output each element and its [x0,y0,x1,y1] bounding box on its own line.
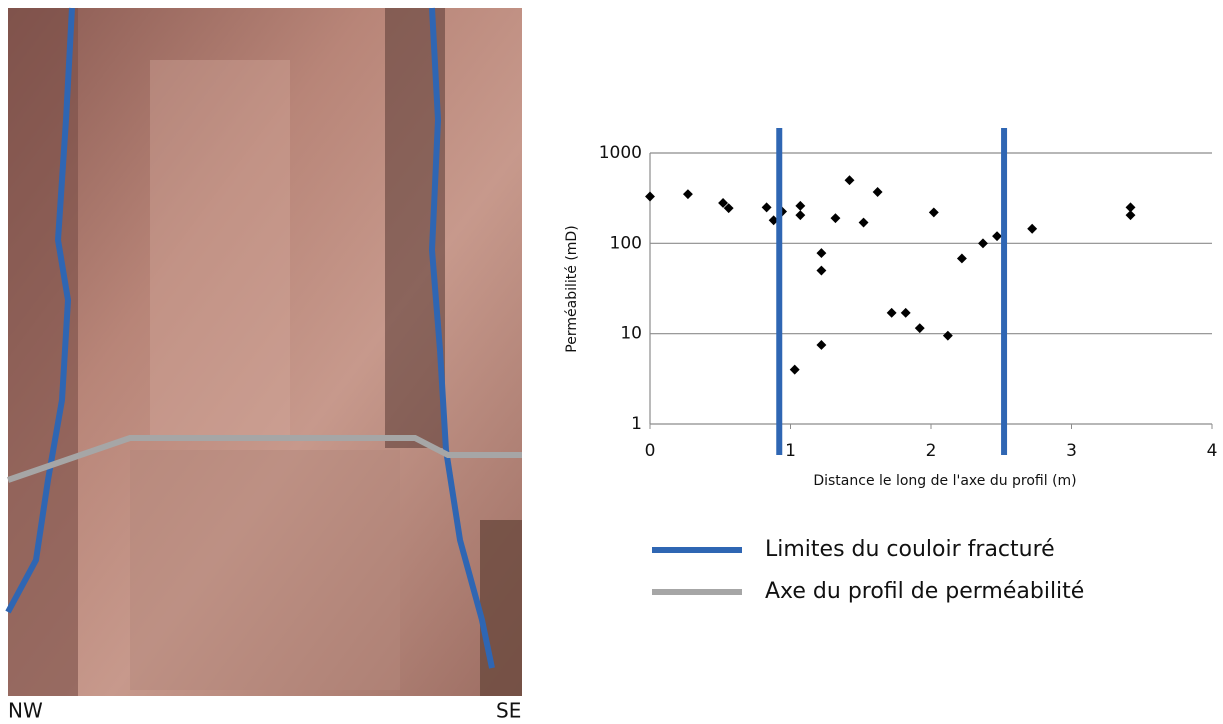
fracture-limit-line [5,7,75,614]
y-axis-label: Perméabilité (mD) [564,225,580,352]
y-tick-label: 10 [620,324,642,344]
light-panel [150,60,290,440]
tree [480,520,522,696]
photo: NW SE [5,7,522,723]
y-tick-label: 1 [631,414,642,434]
x-tick-label: 0 [645,441,656,461]
y-tick-label: 1000 [599,143,642,163]
point [795,200,806,211]
x-axis-label: Distance le long de l'axe du profil (m) [813,473,1076,489]
point [789,364,800,375]
point [992,231,1002,242]
x-tick-label: 2 [926,441,937,461]
point [761,202,772,213]
point [816,340,827,350]
y-tick-label: 100 [610,233,642,253]
point [1125,202,1136,213]
legend-label: Limites du couloir fracturé [765,537,1055,562]
point [844,175,855,186]
point [816,265,827,276]
point [1125,210,1136,221]
point [718,197,729,208]
point [956,253,967,264]
point [645,191,655,202]
point [858,217,869,228]
x-tick-label: 1 [785,441,796,461]
lower-block [130,450,400,690]
x-tick-label: 4 [1207,441,1218,461]
point [682,189,693,200]
point [795,210,806,221]
photo-label: SE [496,699,521,723]
point [942,330,953,341]
point [886,307,897,318]
profile-axis-line [7,435,522,483]
point [900,307,911,318]
point [1027,223,1038,234]
point [830,213,841,224]
legend-label: Axe du profil de perméabilité [765,579,1084,604]
x-tick-label: 3 [1066,441,1077,461]
point [978,238,988,249]
point [723,203,734,214]
photo-label: NW [8,699,43,723]
point [768,215,779,226]
fracture-limit-line [428,7,495,669]
point [872,187,883,197]
point [816,248,827,259]
point [928,207,939,218]
point [914,323,925,334]
